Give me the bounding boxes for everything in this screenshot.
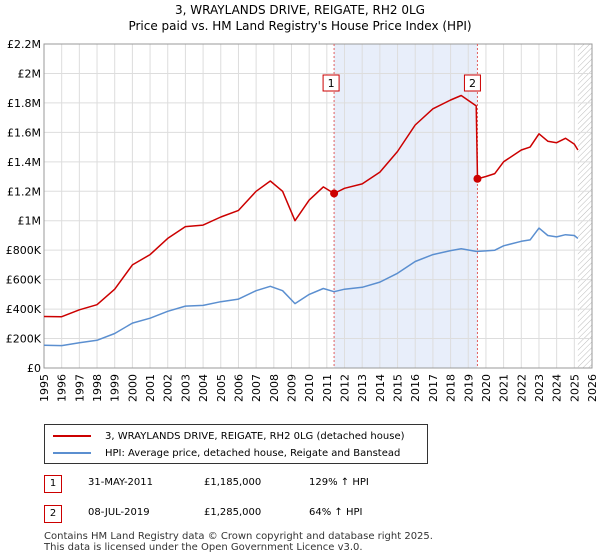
x-tick-label: 2009 [285, 374, 298, 402]
sale-price-1: £1,185,000 [204, 477, 262, 488]
y-tick-label: £2M [18, 67, 42, 80]
x-tick-label: 2005 [215, 374, 228, 402]
x-tick-label: 1998 [91, 374, 104, 402]
sale-date-1: 31-MAY-2011 [88, 477, 154, 488]
x-tick-label: 2004 [197, 374, 210, 402]
legend-item-property: 3, WRAYLANDS DRIVE, REIGATE, RH2 0LG (de… [53, 428, 405, 444]
x-tick-label: 2002 [162, 374, 175, 402]
x-tick-label: 2014 [374, 374, 387, 402]
x-tick-label: 2016 [409, 374, 422, 402]
sale-flag-label-1: 1 [328, 77, 335, 90]
x-tick-label: 1996 [56, 374, 69, 402]
x-tick-label: 2020 [480, 374, 493, 402]
y-tick-label: £1.2M [7, 185, 41, 198]
plot-frame [43, 43, 593, 369]
x-tick-label: 2008 [268, 374, 281, 402]
x-tick-label: 2007 [250, 374, 263, 402]
sale-flag-box-2 [463, 74, 481, 92]
x-tick-label: 2026 [586, 374, 599, 402]
y-tick-label: £2.2M [7, 38, 41, 51]
chart-title: 3, WRAYLANDS DRIVE, REIGATE, RH2 0LG [175, 3, 425, 17]
sale-point-1 [330, 189, 339, 198]
sale-flag-label-2: 2 [469, 77, 476, 90]
sale-point-2 [473, 174, 482, 183]
x-tick-label: 2006 [232, 374, 245, 402]
ownership-shade [334, 44, 478, 368]
x-tick-label: 1997 [73, 374, 86, 402]
y-tick-label: £400K [6, 303, 42, 316]
legend-label-property: 3, WRAYLANDS DRIVE, REIGATE, RH2 0LG (de… [105, 430, 405, 442]
chart-subtitle: Price paid vs. HM Land Registry's House … [128, 19, 471, 33]
legend-swatch-hpi [53, 452, 91, 454]
series-line-property [43, 94, 579, 318]
x-tick-label: 2000 [126, 374, 139, 402]
sale-row-1: 1 31-MAY-2011 £1,185,000 129% ↑ HPI [44, 475, 544, 493]
footer-licence: This data is licensed under the Open Gov… [44, 542, 363, 553]
x-tick-label: 2024 [551, 374, 564, 402]
series-line-hpi [43, 227, 579, 347]
y-tick-label: £1.8M [7, 97, 41, 110]
x-tick-label: 2011 [321, 374, 334, 402]
sale-hpi-1: 129% ↑ HPI [309, 477, 369, 488]
footer: Contains HM Land Registry data © Crown c… [44, 531, 433, 553]
sale-badge-1: 1 [44, 475, 62, 493]
x-tick-label: 2018 [445, 374, 458, 402]
price-chart: 3, WRAYLANDS DRIVE, REIGATE, RH2 0LG Pri… [6, 3, 599, 402]
legend-swatch-property [53, 435, 91, 437]
footer-copyright: Contains HM Land Registry data © Crown c… [44, 531, 433, 542]
y-tick-label: £1.4M [7, 156, 41, 169]
x-tick-label: 2013 [356, 374, 369, 402]
sale-hpi-2: 64% ↑ HPI [309, 507, 363, 518]
legend: 3, WRAYLANDS DRIVE, REIGATE, RH2 0LG (de… [44, 424, 428, 464]
sale-price-2: £1,285,000 [204, 507, 262, 518]
x-tick-label: 2023 [533, 374, 546, 402]
y-tick-label: £1M [18, 215, 42, 228]
x-tick-label: 2017 [427, 374, 440, 402]
y-tick-label: £200K [6, 333, 42, 346]
sale-flag-box-1 [322, 74, 340, 92]
x-tick-label: 2019 [462, 374, 475, 402]
x-tick-label: 2003 [179, 374, 192, 402]
x-tick-label: 2010 [303, 374, 316, 402]
y-tick-label: £1.6M [7, 126, 41, 139]
x-tick-label: 2001 [144, 374, 157, 402]
sale-date-2: 08-JUL-2019 [88, 507, 150, 518]
y-tick-label: £800K [6, 244, 42, 257]
x-tick-label: 2015 [392, 374, 405, 402]
y-tick-label: £0 [27, 362, 41, 375]
x-tick-label: 2012 [339, 374, 352, 402]
legend-label-hpi: HPI: Average price, detached house, Reig… [105, 447, 401, 459]
y-tick-label: £600K [6, 274, 42, 287]
sale-badge-2: 2 [44, 505, 62, 523]
x-tick-label: 1995 [38, 374, 51, 402]
x-tick-label: 1999 [109, 374, 122, 402]
x-tick-label: 2025 [568, 374, 581, 402]
sale-row-2: 2 08-JUL-2019 £1,285,000 64% ↑ HPI [44, 505, 544, 523]
x-tick-label: 2022 [515, 374, 528, 402]
legend-item-hpi: HPI: Average price, detached house, Reig… [53, 445, 400, 461]
forecast-hatch [577, 44, 592, 368]
x-tick-label: 2021 [498, 374, 511, 402]
